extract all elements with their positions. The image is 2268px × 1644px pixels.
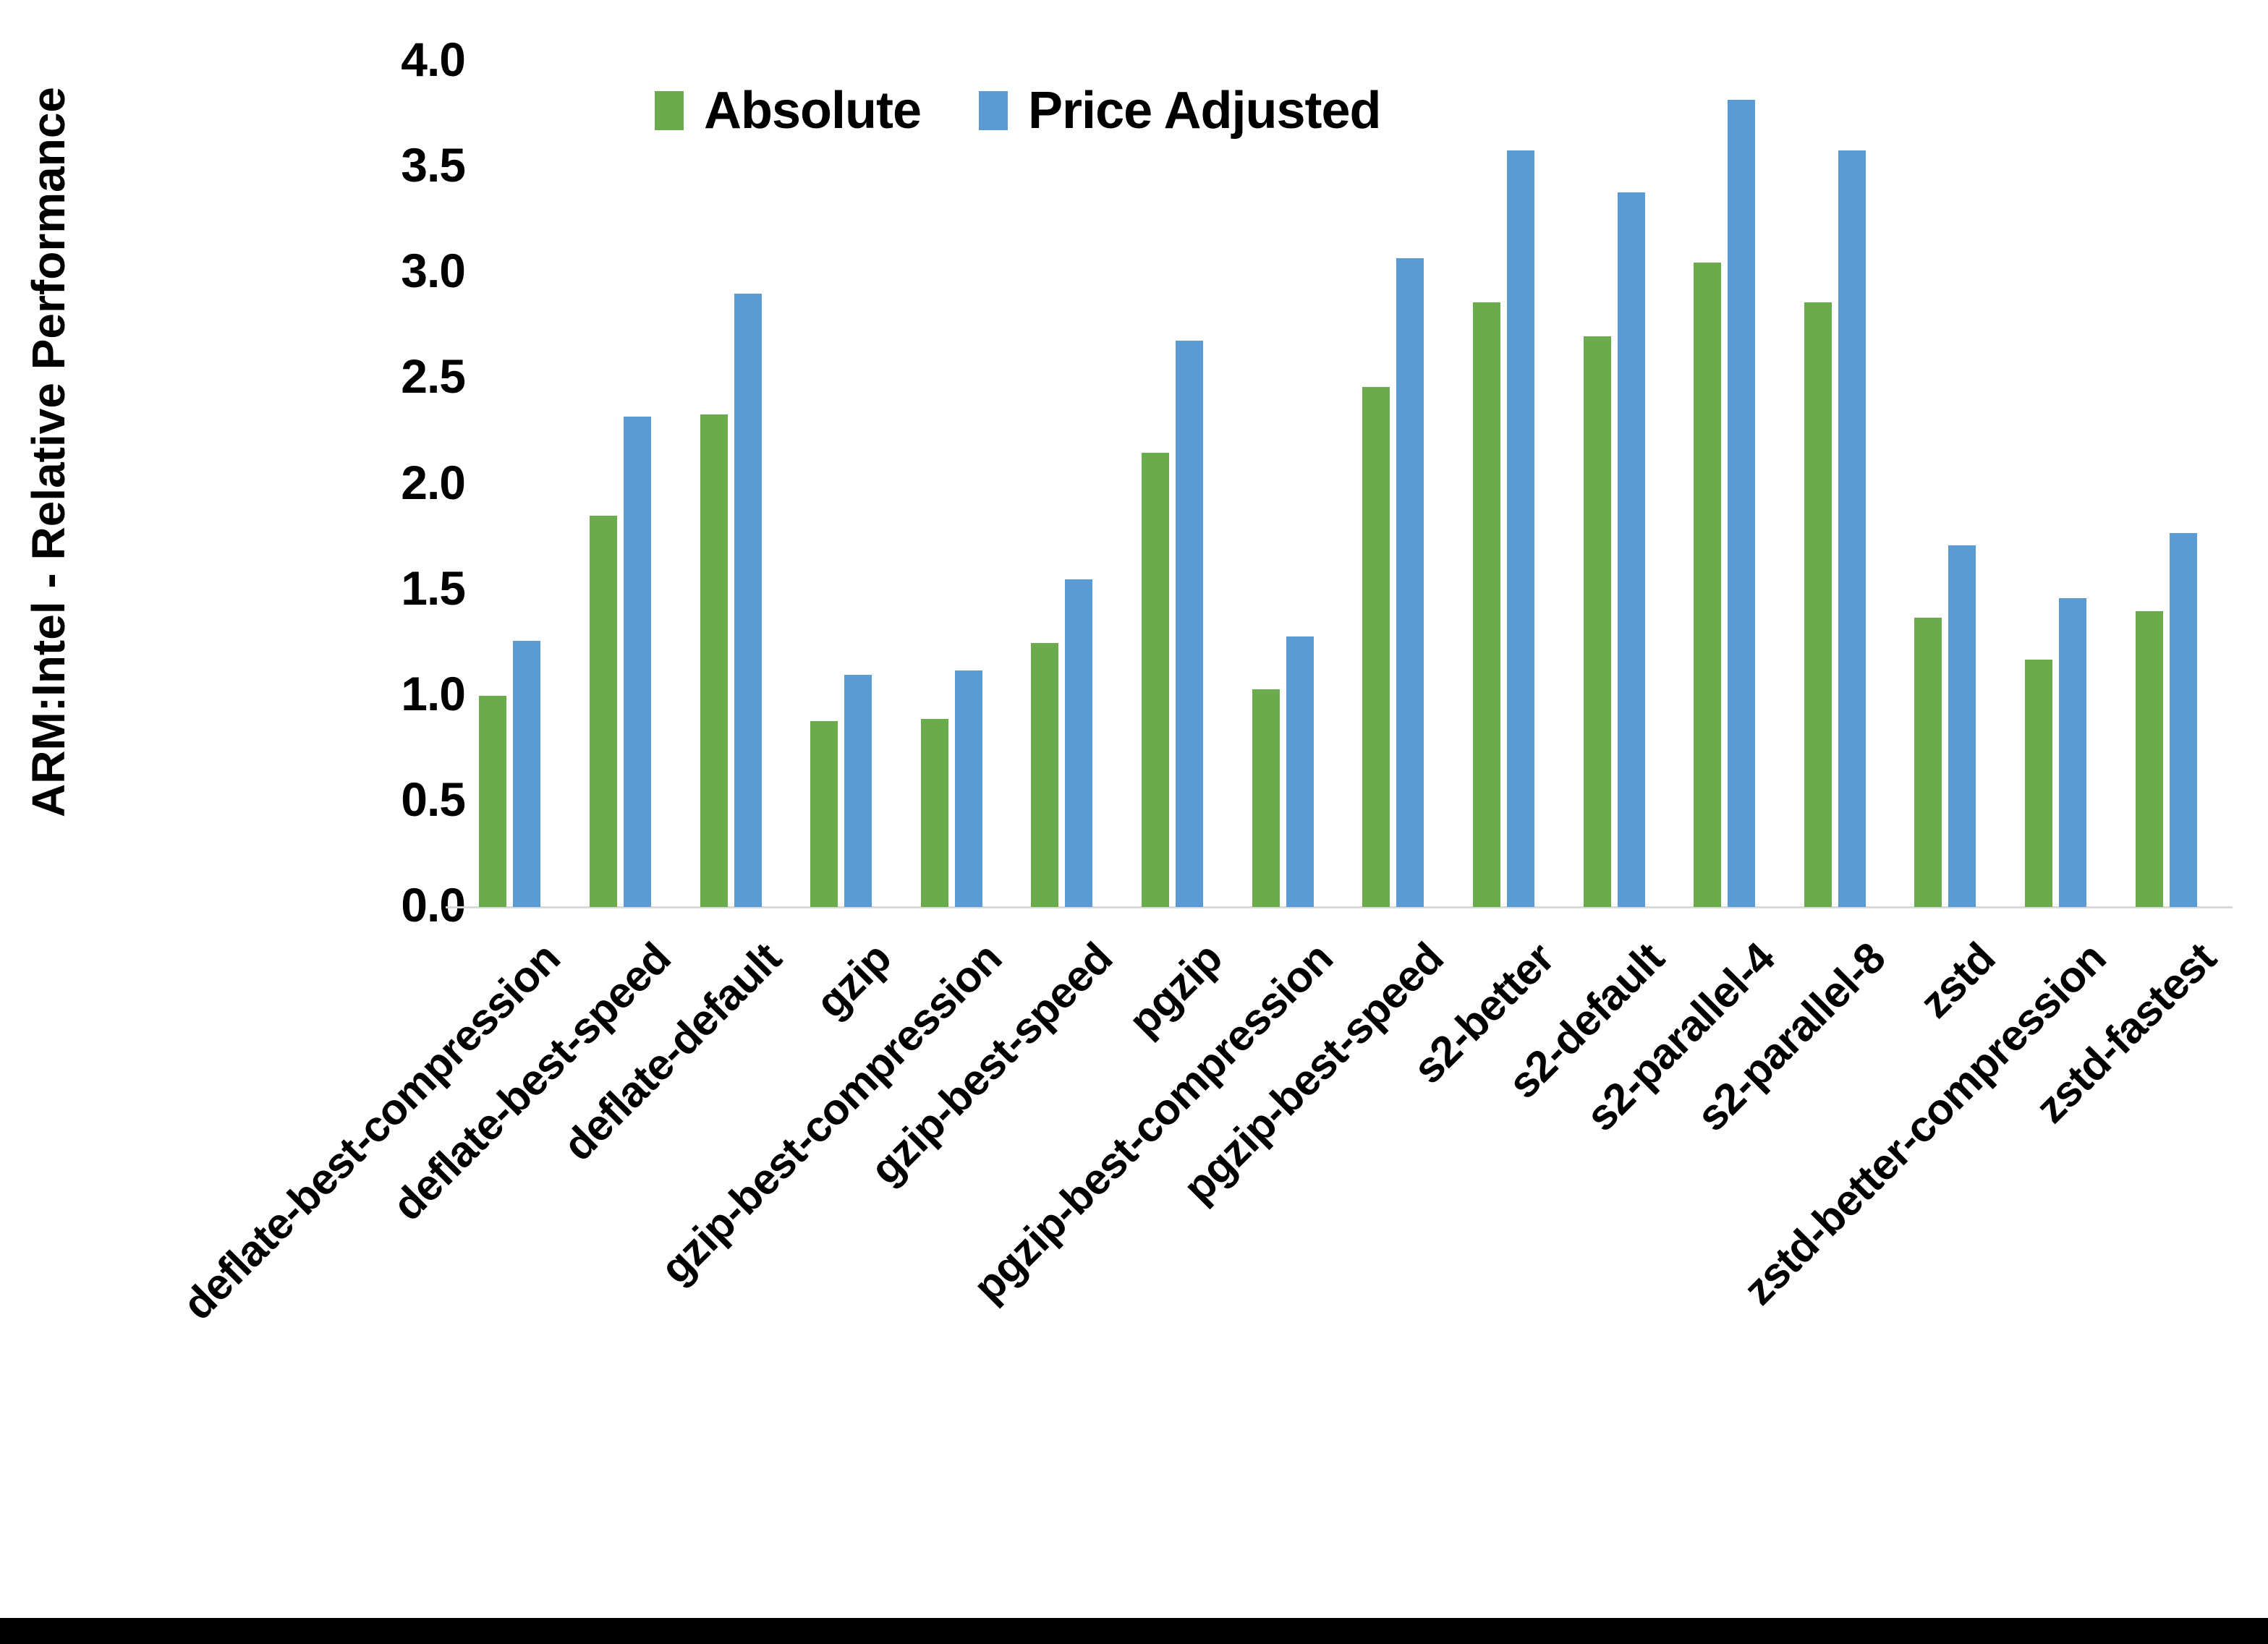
bar-price-adjusted-pgzip-best-speed xyxy=(1396,257,1424,907)
bar-price-adjusted-gzip xyxy=(844,674,872,907)
x-axis-line xyxy=(446,906,2233,908)
legend-label-price-adjusted: Price Adjusted xyxy=(1028,82,1381,140)
bar-absolute-pgzip xyxy=(1142,452,1170,907)
bar-price-adjusted-zstd-better-compression xyxy=(2059,598,2087,907)
bar-price-adjusted-deflate-default xyxy=(734,294,762,907)
bar-price-adjusted-s2-better xyxy=(1506,150,1534,907)
bar-absolute-pgzip-best-speed xyxy=(1362,387,1390,907)
legend-label-absolute: Absolute xyxy=(704,82,922,140)
y-tick-label: 3.5 xyxy=(401,138,466,192)
legend-item-price-adjusted: Price Adjusted xyxy=(979,81,1381,140)
legend-swatch-price-adjusted xyxy=(979,91,1008,130)
y-tick-label: 1.5 xyxy=(401,561,466,615)
y-tick-label: 4.0 xyxy=(401,32,466,86)
bar-price-adjusted-gzip-best-compression xyxy=(954,670,982,907)
bar-absolute-gzip xyxy=(810,720,838,907)
bar-absolute-s2-default xyxy=(1583,336,1611,907)
bar-absolute-s2-better xyxy=(1472,302,1500,907)
bar-price-adjusted-gzip-best-speed xyxy=(1065,579,1093,907)
bar-absolute-pgzip-best-compression xyxy=(1252,689,1280,907)
y-tick-label: 1.0 xyxy=(401,666,466,720)
bar-price-adjusted-deflate-best-compression xyxy=(513,640,541,907)
bar-price-adjusted-s2-parallel-8 xyxy=(1838,150,1866,907)
legend-swatch-absolute xyxy=(655,91,684,130)
x-tick-label-gzip: gzip xyxy=(806,933,901,1028)
bar-absolute-zstd xyxy=(1914,617,1942,907)
bar-price-adjusted-zstd-fastest xyxy=(2169,532,2197,907)
y-tick-label: 0.0 xyxy=(401,877,466,932)
y-tick-label: 0.5 xyxy=(401,772,466,826)
bar-absolute-zstd-fastest xyxy=(2135,610,2163,907)
bar-absolute-s2-parallel-8 xyxy=(1804,302,1832,907)
bar-price-adjusted-pgzip xyxy=(1176,340,1204,907)
y-tick-label: 2.5 xyxy=(401,349,466,404)
x-tick-label-zstd: zstd xyxy=(1911,933,2005,1028)
bar-price-adjusted-s2-default xyxy=(1617,192,1645,907)
bar-price-adjusted-zstd xyxy=(1948,545,1976,907)
bar-absolute-gzip-best-speed xyxy=(1031,642,1059,907)
bar-price-adjusted-pgzip-best-compression xyxy=(1286,636,1314,907)
bar-absolute-deflate-best-compression xyxy=(479,695,507,907)
bar-absolute-deflate-best-speed xyxy=(589,516,617,907)
bar-absolute-zstd-better-compression xyxy=(2025,660,2053,907)
y-tick-label: 2.0 xyxy=(401,455,466,509)
legend-item-absolute: Absolute xyxy=(655,81,922,140)
bar-absolute-deflate-default xyxy=(700,414,728,907)
bar-price-adjusted-deflate-best-speed xyxy=(623,416,651,907)
legend: Absolute Price Adjusted xyxy=(655,81,1381,140)
bar-absolute-gzip-best-compression xyxy=(920,718,948,907)
bar-price-adjusted-s2-parallel-4 xyxy=(1728,99,1756,907)
y-axis-title: ARM:Intel - Relative Performance xyxy=(22,86,75,818)
y-tick-label: 3.0 xyxy=(401,244,466,298)
bottom-black-bar xyxy=(0,1618,2268,1644)
bar-absolute-s2-parallel-4 xyxy=(1694,262,1722,907)
